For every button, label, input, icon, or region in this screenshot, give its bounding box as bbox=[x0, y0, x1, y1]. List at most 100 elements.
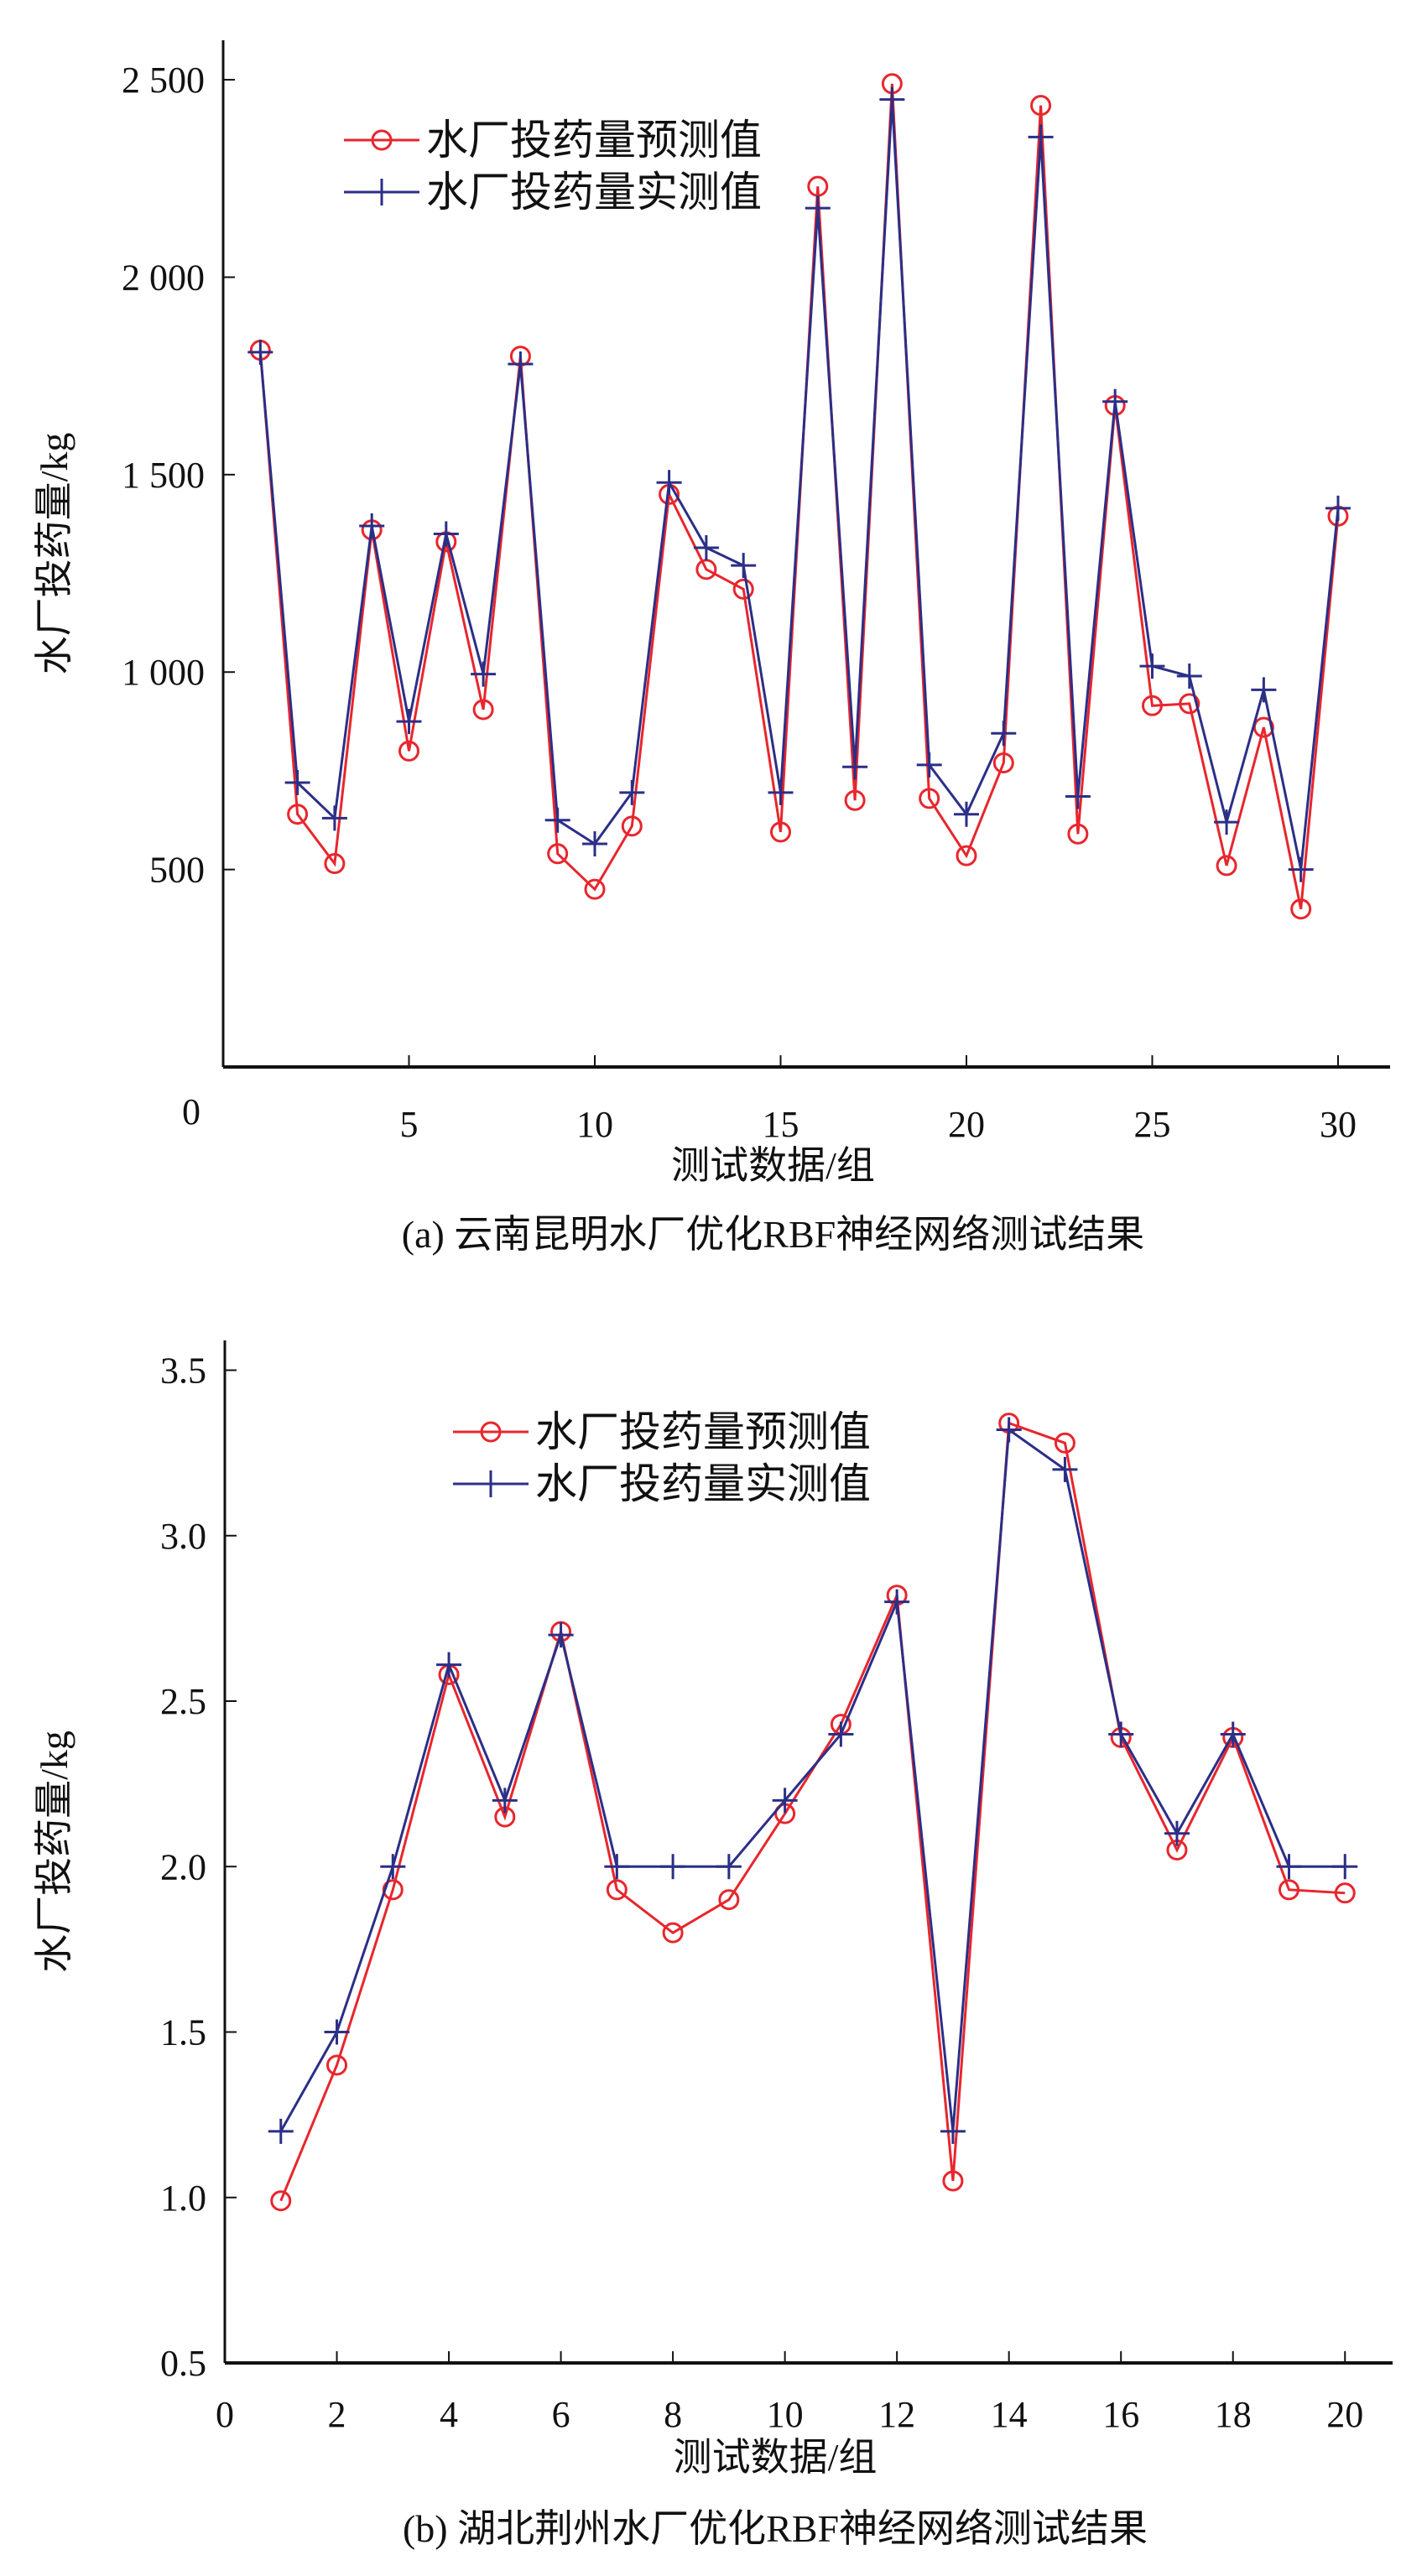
data-point-predicted bbox=[547, 843, 569, 865]
data-point-actual bbox=[581, 831, 607, 857]
data-point-predicted bbox=[1030, 95, 1052, 117]
data-point-predicted bbox=[662, 1922, 684, 1944]
data-point-predicted bbox=[1278, 1879, 1299, 1901]
series-line-predicted bbox=[279, 1421, 1346, 2202]
y-tick-label: 0.5 bbox=[160, 2343, 206, 2384]
data-point-actual bbox=[433, 521, 459, 547]
y-tick-label: 1 000 bbox=[122, 652, 205, 693]
data-point-predicted bbox=[1334, 1882, 1356, 1904]
data-point-actual bbox=[940, 2118, 966, 2144]
x-tick-label: 4 bbox=[440, 2394, 458, 2435]
x-tick-label: 20 bbox=[948, 1104, 985, 1145]
data-point-actual bbox=[772, 1788, 798, 1814]
data-point-actual bbox=[828, 1721, 854, 1747]
y-tick-label: 1.0 bbox=[160, 2178, 206, 2219]
data-point-actual bbox=[1288, 856, 1314, 882]
data-point-actual bbox=[731, 553, 757, 579]
y-tick-label: 2 000 bbox=[122, 257, 205, 298]
data-point-actual bbox=[1052, 1456, 1078, 1482]
data-point-predicted bbox=[584, 878, 606, 900]
y-axis-label: 水厂投药量/kg bbox=[33, 1730, 76, 1973]
data-point-actual bbox=[842, 754, 868, 780]
data-point-predicted bbox=[606, 1879, 628, 1901]
data-point-predicted bbox=[326, 2054, 348, 2076]
legend-marker-circle bbox=[371, 129, 393, 151]
data-point-actual bbox=[1139, 653, 1165, 679]
chart-caption: (a) 云南昆明水厂优化RBF神经网络测试结果 bbox=[402, 1213, 1145, 1256]
data-point-predicted bbox=[472, 699, 494, 721]
data-point-actual bbox=[1028, 124, 1054, 150]
data-point-actual bbox=[247, 339, 273, 365]
x-axis-label: 测试数据/组 bbox=[671, 1144, 875, 1187]
data-point-actual bbox=[380, 1854, 406, 1880]
data-point-actual bbox=[879, 86, 905, 112]
chart-b-jingzhou: 0.5 1.0 1.5 2.0 2.5 3.0 3.5 0 2 4 6 8 10 12 14 16 18 20 测试… bbox=[33, 1340, 1393, 2550]
data-point-actual bbox=[884, 1589, 910, 1615]
legend-label: 水厂投药量实测值 bbox=[535, 1460, 871, 1507]
data-point-actual bbox=[1214, 809, 1240, 835]
data-point-actual bbox=[359, 513, 385, 539]
data-point-actual bbox=[436, 1652, 462, 1678]
y-tick-label: 500 bbox=[149, 850, 205, 891]
data-point-actual bbox=[268, 2118, 294, 2144]
data-point-predicted bbox=[324, 853, 346, 875]
data-point-actual bbox=[1065, 783, 1091, 809]
data-point-predicted bbox=[942, 2170, 964, 2192]
data-point-actual bbox=[693, 534, 719, 560]
data-point-predicted bbox=[1141, 695, 1163, 716]
data-point-predicted bbox=[398, 740, 419, 762]
legend-label: 水厂投药量预测值 bbox=[535, 1408, 871, 1455]
y-tick-label: 2.5 bbox=[160, 1681, 206, 1722]
data-point-actual bbox=[544, 807, 570, 833]
data-point-predicted bbox=[621, 815, 643, 837]
data-point-predicted bbox=[732, 578, 754, 600]
y-tick-label: 1 500 bbox=[122, 455, 205, 496]
x-tick-label: 5 bbox=[399, 1104, 418, 1145]
x-tick-label: 15 bbox=[762, 1104, 799, 1145]
data-point-actual bbox=[604, 1854, 630, 1880]
data-point-predicted bbox=[1054, 1432, 1075, 1454]
y-tick-label: 0 bbox=[182, 1091, 201, 1132]
data-point-predicted bbox=[919, 788, 940, 809]
data-point-actual bbox=[991, 721, 1017, 747]
data-point-predicted bbox=[769, 821, 791, 843]
data-point-actual bbox=[1176, 663, 1202, 689]
data-point-actual bbox=[619, 779, 645, 805]
chart-a-kunming: 0 500 1 000 1 500 2 000 2 500 5 10 15 20 25 30 测试数据/… bbox=[33, 40, 1390, 1256]
data-point-actual bbox=[548, 1622, 574, 1648]
data-point-actual bbox=[396, 709, 422, 735]
data-point-predicted bbox=[1067, 823, 1089, 845]
data-point-predicted bbox=[382, 1879, 404, 1901]
data-point-actual bbox=[716, 1854, 742, 1880]
x-tick-label: 30 bbox=[1320, 1104, 1357, 1145]
x-tick-label: 8 bbox=[664, 2394, 682, 2435]
data-point-predicted bbox=[844, 789, 866, 811]
data-point-actual bbox=[1276, 1854, 1302, 1880]
series-line-actual bbox=[279, 1427, 1346, 2132]
legend-label: 水厂投药量实测值 bbox=[426, 169, 762, 216]
data-point-actual bbox=[656, 470, 682, 496]
data-point-predicted bbox=[287, 804, 309, 825]
x-tick-label: 12 bbox=[878, 2394, 915, 2435]
x-tick-label: 25 bbox=[1133, 1104, 1170, 1145]
data-point-actual bbox=[284, 770, 310, 796]
x-tick-label: 2 bbox=[328, 2394, 346, 2435]
data-point-actual bbox=[492, 1788, 518, 1814]
data-point-actual bbox=[660, 1854, 686, 1880]
data-point-actual bbox=[1332, 1854, 1358, 1880]
y-tick-label: 3.0 bbox=[160, 1516, 206, 1557]
data-point-predicted bbox=[992, 752, 1014, 774]
chart-caption: (b) 湖北荆州水厂优化RBF神经网络测试结果 bbox=[403, 2507, 1148, 2550]
x-tick-label: 14 bbox=[991, 2394, 1028, 2435]
data-point-predicted bbox=[1216, 855, 1237, 877]
y-tick-label: 2 500 bbox=[122, 60, 205, 101]
data-point-actual bbox=[1220, 1721, 1246, 1747]
data-point-actual bbox=[1164, 1820, 1190, 1846]
x-tick-label: 6 bbox=[552, 2394, 570, 2435]
series-line-actual bbox=[258, 99, 1340, 870]
x-tick-label: 20 bbox=[1326, 2394, 1363, 2435]
legend-label: 水厂投药量预测值 bbox=[426, 117, 762, 164]
data-point-predicted bbox=[1179, 693, 1200, 715]
data-point-actual bbox=[996, 1417, 1022, 1443]
y-tick-label: 3.5 bbox=[160, 1350, 206, 1392]
